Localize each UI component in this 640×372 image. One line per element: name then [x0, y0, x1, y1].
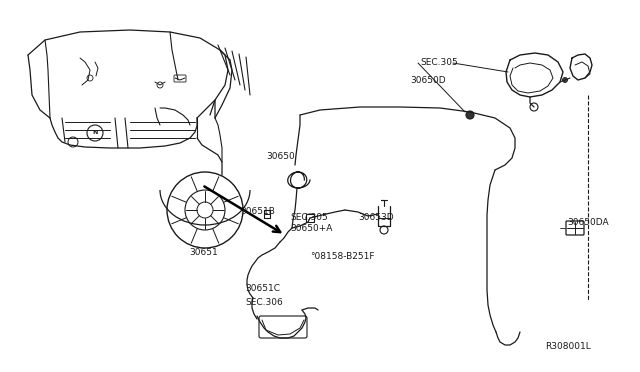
- Text: 30650D: 30650D: [410, 76, 445, 85]
- Text: 30650DA: 30650DA: [567, 218, 609, 227]
- Text: 30650+A: 30650+A: [290, 224, 332, 233]
- Text: N: N: [92, 131, 98, 135]
- FancyBboxPatch shape: [259, 316, 307, 338]
- Text: R308001L: R308001L: [545, 342, 591, 351]
- Text: 30651B: 30651B: [240, 207, 275, 216]
- FancyBboxPatch shape: [306, 214, 314, 222]
- Text: SEC.305: SEC.305: [290, 213, 328, 222]
- Circle shape: [466, 111, 474, 119]
- Text: 30653D: 30653D: [358, 213, 394, 222]
- Text: SEC.306: SEC.306: [245, 298, 283, 307]
- FancyBboxPatch shape: [174, 75, 186, 82]
- Text: °08158-B251F: °08158-B251F: [310, 252, 374, 261]
- Text: 30651: 30651: [189, 248, 218, 257]
- FancyBboxPatch shape: [566, 221, 584, 235]
- Text: SEC.305: SEC.305: [420, 58, 458, 67]
- Circle shape: [563, 77, 568, 83]
- Text: 30650: 30650: [266, 152, 295, 161]
- Text: 30651C: 30651C: [245, 284, 280, 293]
